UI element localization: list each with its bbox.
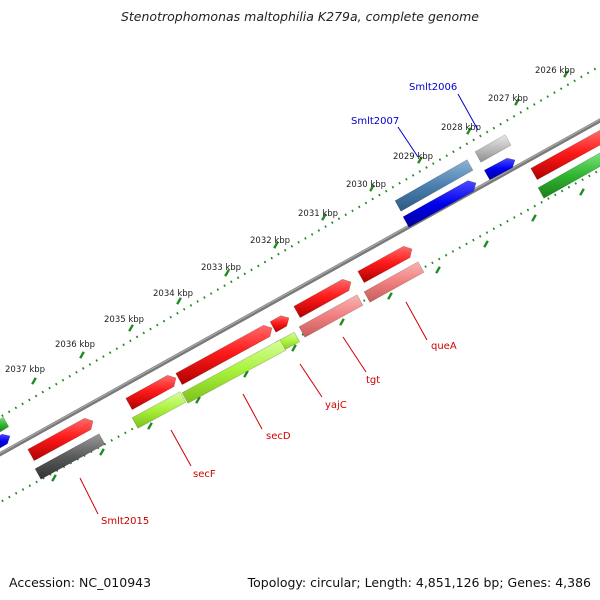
inner-tick-mark-5 (291, 344, 297, 352)
leader-line-secd (242, 393, 263, 430)
tick-label-2027: 2027 kbp (488, 94, 528, 104)
tick-mark-2031 (321, 213, 327, 221)
inner-tick-mark-7 (387, 292, 393, 300)
gene-label-smlt2015: Smlt2015 (101, 516, 149, 527)
feature-right-green (537, 152, 600, 199)
feature-smlt2015-red (27, 417, 94, 462)
leader-line-smlt2006 (457, 93, 479, 131)
tick-mark-2036 (79, 351, 85, 359)
feature-quea-salmon (363, 261, 425, 303)
tick-mark-2037 (31, 377, 37, 385)
tick-mark-2035 (128, 324, 134, 332)
gene-label-smlt2006: Smlt2006 (409, 82, 457, 93)
feature-smlt2015-dark (34, 433, 106, 480)
leader-line-smlt2015 (79, 477, 99, 515)
feature-secd-lime (181, 339, 287, 404)
tick-label-2026: 2026 kbp (535, 66, 575, 76)
outer-tick-ring (0, 65, 600, 419)
feature-smlt2007-blue (402, 180, 477, 228)
tick-mark-2028 (466, 127, 472, 135)
feature-smlt2007-steel (394, 159, 474, 212)
gene-label-secd: secD (266, 431, 291, 442)
leader-line-tgt (342, 336, 367, 373)
tick-mark-2027 (514, 98, 520, 106)
tick-label-2031: 2031 kbp (298, 209, 338, 219)
feature-quea-red (357, 245, 413, 284)
feature-right-red (530, 129, 600, 181)
gene-label-smlt2007: Smlt2007 (351, 116, 399, 127)
tick-label-2030: 2030 kbp (346, 180, 386, 190)
inner-tick-mark-0 (51, 474, 57, 482)
tick-mark-2026 (563, 70, 569, 78)
gene-label-quea: queA (431, 341, 457, 352)
tick-label-2036: 2036 kbp (55, 340, 95, 350)
gene-label-yajc: yajC (325, 400, 347, 411)
gene-label-tgt: tgt (366, 375, 380, 386)
feature-smlt2006-blue (483, 157, 516, 181)
inner-tick-mark-2 (147, 422, 153, 430)
inner-tick-mark-9 (483, 240, 489, 248)
leader-line-yajc (299, 363, 323, 398)
inner-tick-mark-6 (339, 318, 345, 326)
leader-line-secf (170, 429, 192, 467)
inner-tick-mark-11 (579, 188, 585, 196)
leader-line-smlt2007 (397, 126, 419, 158)
feature-secd-red (175, 324, 273, 386)
leader-line-quea (405, 301, 428, 341)
feature-yajc-red (269, 315, 290, 333)
feature-tgt-salmon (298, 294, 364, 338)
genome-backbone (0, 118, 600, 457)
tick-label-2029: 2029 kbp (393, 152, 433, 162)
tick-label-2033: 2033 kbp (201, 263, 241, 273)
inner-tick-mark-10 (531, 214, 537, 222)
tick-label-2032: 2032 kbp (250, 236, 290, 246)
tick-label-2037: 2037 kbp (5, 365, 45, 375)
inner-tick-mark-1 (99, 448, 105, 456)
tick-mark-2033 (224, 269, 230, 277)
tick-mark-2034 (176, 297, 182, 305)
inner-tick-ring (0, 169, 600, 504)
tick-label-2034: 2034 kbp (153, 289, 193, 299)
genome-backbone-highlight (0, 118, 600, 454)
feature-left-green (0, 416, 10, 433)
tick-label-2035: 2035 kbp (104, 315, 144, 325)
map-title: Stenotrophomonas maltophilia K279a, comp… (120, 9, 480, 24)
feature-left-blue (0, 433, 11, 449)
feature-smlt2006-gray (474, 134, 512, 163)
tick-mark-2030 (369, 184, 375, 192)
tick-mark-2032 (273, 241, 279, 249)
feature-secf-lime (131, 391, 187, 429)
accession-text: Accession: NC_010943 (9, 575, 152, 590)
genome-summary-text: Topology: circular; Length: 4,851,126 bp… (247, 575, 591, 590)
feature-tgt-red (293, 278, 352, 319)
feature-secf-red (125, 374, 177, 411)
inner-tick-mark-8 (435, 266, 441, 274)
tick-label-2028: 2028 kbp (441, 123, 481, 133)
gene-label-secf: secF (193, 469, 216, 480)
tick-mark-2029 (417, 156, 423, 164)
inner-tick-mark-4 (243, 370, 249, 378)
inner-tick-mark-3 (195, 396, 201, 404)
